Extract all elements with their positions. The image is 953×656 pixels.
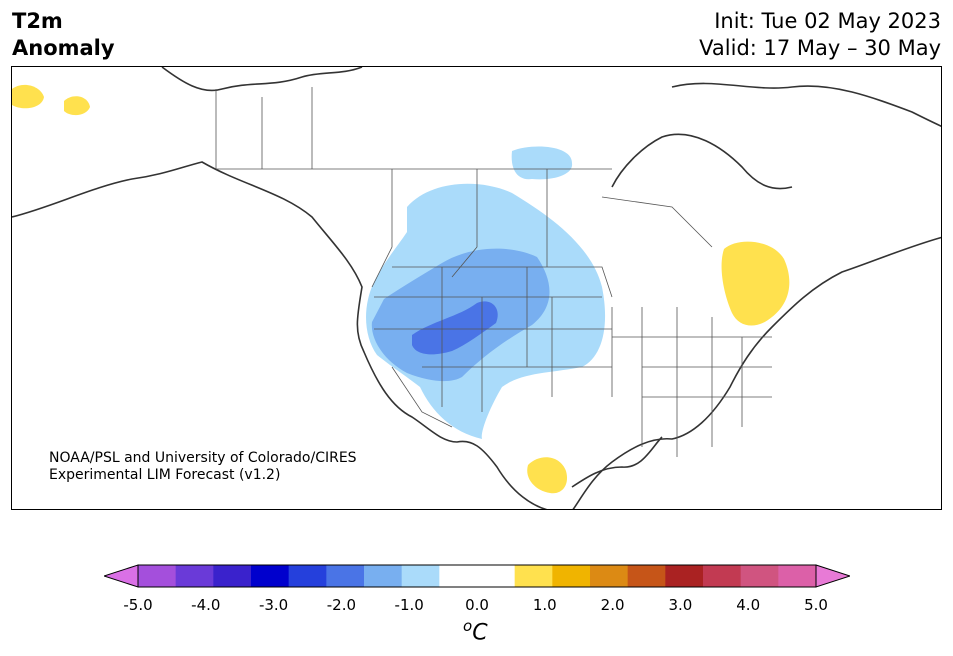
colorbar-low-extend xyxy=(104,564,139,588)
colorbar-high-extend xyxy=(815,564,850,588)
anomaly-warm-alaska-1 xyxy=(12,84,44,109)
colorbar-tick-label: -1.0 xyxy=(394,596,424,614)
colorbar-cell xyxy=(740,565,779,587)
anomaly-warm-alaska-2 xyxy=(64,96,90,116)
colorbar-cell xyxy=(213,565,252,587)
colorbar xyxy=(104,564,850,588)
colorbar-tick-label: 0.0 xyxy=(465,596,489,614)
colorbar-cell xyxy=(251,565,290,587)
political-borders xyxy=(215,87,772,457)
colorbar-tick-label: -3.0 xyxy=(258,596,289,614)
credit-line-2: Experimental LIM Forecast (v1.2) xyxy=(49,467,281,483)
colorbar-unit: oC xyxy=(463,617,488,645)
anomaly-cool-north xyxy=(511,146,573,180)
colorbar-cell xyxy=(514,565,553,587)
colorbar-cell xyxy=(778,565,817,587)
forecast-dates: Init: Tue 02 May 2023 Valid: 17 May – 30… xyxy=(699,8,941,62)
map-canvas xyxy=(12,67,941,509)
variable-name: T2m xyxy=(12,9,63,33)
credit-line-1: NOAA/PSL and University of Colorado/CIRE… xyxy=(49,450,357,466)
colorbar-cell xyxy=(138,565,177,587)
colorbar-cell xyxy=(326,565,365,587)
colorbar-cells xyxy=(138,565,817,587)
colorbar-cell xyxy=(364,565,403,587)
anomaly-warm-mexico xyxy=(527,457,568,494)
variable-subtitle: Anomaly xyxy=(12,36,115,60)
colorbar-cell xyxy=(401,565,440,587)
colorbar-tick-label: 4.0 xyxy=(736,596,761,614)
anomaly-warm-ontario xyxy=(721,241,790,326)
colorbar-cell xyxy=(665,565,704,587)
colorbar-tick-label: -2.0 xyxy=(326,596,357,614)
colorbar-tick-label: 3.0 xyxy=(668,596,693,614)
colorbar-cell xyxy=(439,565,478,587)
init-date: Init: Tue 02 May 2023 xyxy=(714,9,941,33)
colorbar-cell xyxy=(477,565,516,587)
colorbar-ticks: -5.0 -4.0 -3.0 -2.0 -1.0 0.0 1.0 2.0 3.0 4.0 5.0 xyxy=(0,596,953,616)
colorbar-tick-label: 2.0 xyxy=(600,596,625,614)
colorbar-cell xyxy=(288,565,327,587)
colorbar-tick-label: 5.0 xyxy=(804,596,828,614)
unit-degree: o xyxy=(463,617,473,635)
coastlines xyxy=(12,67,941,509)
colorbar-cell xyxy=(590,565,629,587)
anomaly-cool-core xyxy=(412,301,498,355)
variable-title: T2m Anomaly xyxy=(12,8,115,62)
unit-letter: C xyxy=(472,620,488,646)
colorbar-tick-label: 1.0 xyxy=(532,596,557,614)
anomaly-map xyxy=(11,66,942,510)
colorbar-outline xyxy=(137,564,817,588)
colorbar-tick-label: -5.0 xyxy=(123,596,153,614)
colorbar-cell xyxy=(175,565,214,587)
colorbar-cell xyxy=(552,565,591,587)
colorbar-tick-label: -4.0 xyxy=(191,596,221,614)
colorbar-cell xyxy=(627,565,666,587)
colorbar-cell xyxy=(703,565,742,587)
credit-text: NOAA/PSL and University of Colorado/CIRE… xyxy=(49,450,357,484)
valid-range: Valid: 17 May – 30 May xyxy=(699,36,941,60)
